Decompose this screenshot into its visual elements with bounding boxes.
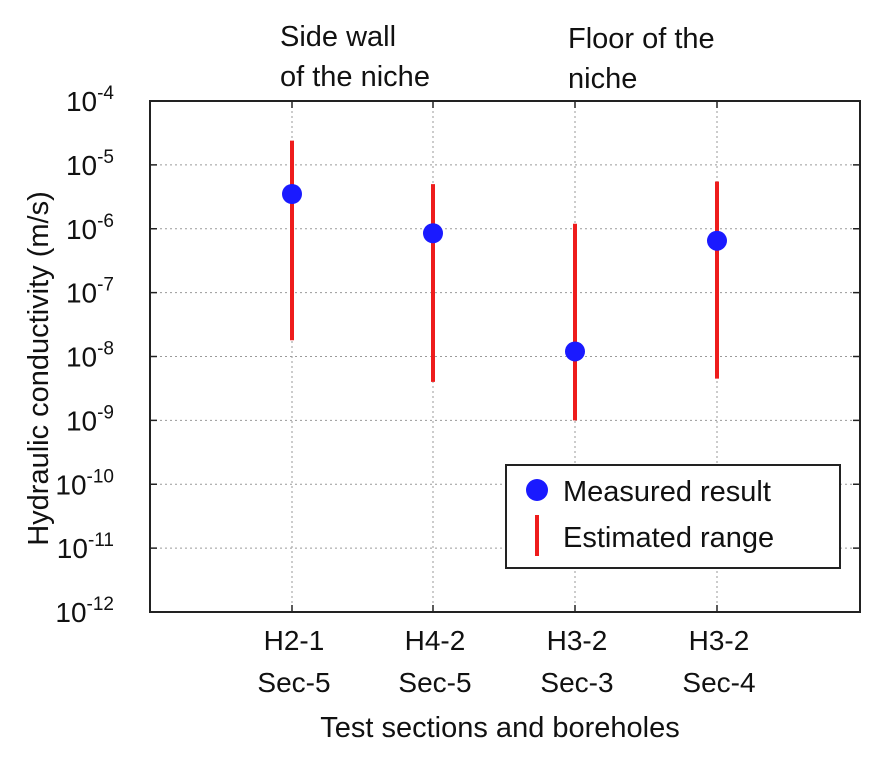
x-axis-title: Test sections and boreholes <box>320 712 680 744</box>
annotation-floor-line2: niche <box>568 63 637 95</box>
x-category-label-line1: H2-1 <box>264 625 325 656</box>
legend: Measured result Estimated range <box>505 464 841 569</box>
x-category-label-line1: H3-2 <box>547 625 608 656</box>
y-tick-label: 10-9 <box>66 402 114 436</box>
measured-result-points <box>282 183 727 362</box>
x-category-labels: H2-1 Sec-5 H4-2 Sec-5 H3-2 Sec-3 H3-2 Sec-4 <box>257 625 755 698</box>
y-tick-label: 10-7 <box>66 275 114 309</box>
y-tick-label: 10-10 <box>55 466 114 500</box>
y-tick-label: 10-6 <box>66 211 114 245</box>
x-category-label-line1: H4-2 <box>405 625 466 656</box>
x-category-label-line2: Sec-4 <box>682 667 755 698</box>
legend-box <box>505 464 841 569</box>
y-tick-label: 10-8 <box>66 339 114 373</box>
x-category-label-line1: H3-2 <box>689 625 750 656</box>
estimated-range-bars <box>290 140 719 421</box>
measured-result-point <box>565 341 585 362</box>
legend-measured-marker <box>526 479 548 501</box>
y-tick-label: 10-5 <box>66 147 114 181</box>
legend-range-label: Estimated range <box>563 522 774 554</box>
measured-result-point <box>707 230 727 251</box>
annotation-side-wall-line2: of the niche <box>280 61 430 93</box>
x-category-label-line2: Sec-5 <box>398 667 471 698</box>
annotations: Side wall of the niche Floor of the nich… <box>280 21 715 95</box>
y-tick-labels: 10-4 10-5 10-6 10-7 10-8 10-9 10-10 10-11 10-12 <box>55 83 114 628</box>
axis-ticks <box>150 100 860 613</box>
legend-measured-label: Measured result <box>563 476 771 508</box>
measured-result-point <box>423 223 443 244</box>
y-tick-label: 10-12 <box>55 594 114 628</box>
x-category-label-line2: Sec-5 <box>257 667 330 698</box>
annotation-side-wall-line1: Side wall <box>280 21 396 53</box>
annotation-floor-line1: Floor of the <box>568 23 715 55</box>
y-tick-label: 10-4 <box>66 83 114 117</box>
measured-result-point <box>282 183 302 204</box>
y-axis-title: Hydraulic conductivity (m/s) <box>23 191 55 546</box>
x-category-label-line2: Sec-3 <box>540 667 613 698</box>
y-tick-label: 10-11 <box>57 530 114 564</box>
